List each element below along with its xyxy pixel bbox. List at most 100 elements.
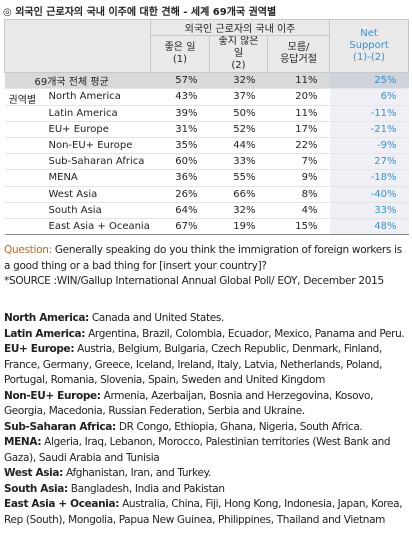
value-cell: 4% [267, 202, 330, 219]
value-cell: 32% [209, 202, 268, 219]
value-cell: 35% [150, 137, 210, 155]
definition: MENA: Algeria, Iraq, Lebanon, Morocco, P… [4, 435, 408, 466]
header-row: 외국인 근로자의 국내 이주 Net Support (1)-(2) [4, 18, 410, 74]
definition: West Asia: Afghanistan, Iran, and Turkey… [4, 466, 408, 482]
region-row: East Asia + Oceania 67% 19% 15% 48% [4, 218, 409, 236]
value-cell: 64% [150, 202, 210, 219]
notes: Question: Generally speaking do you thin… [4, 243, 408, 290]
question: Question: Generally speaking do you thin… [4, 243, 408, 274]
definition-name: Sub-Saharan Africa: [4, 420, 116, 433]
column-header: 좋지 않은 일 (2) [209, 35, 268, 74]
definition-text: Bangladesh, India and Pakistan [67, 482, 225, 495]
definition: EU+ Europe: Austria, Belgium, Bulgaria, … [4, 342, 408, 389]
title: ◎ 외국인 근로자의 국내 이주에 대한 견해 - 세계 69개국 권역별 [3, 7, 277, 18]
question-label: Question: [4, 244, 52, 256]
definition-text: Algeria, Iraq, Lebanon, Morocco, Palesti… [4, 436, 391, 464]
region-name: Sub-Saharan Africa [48, 156, 145, 168]
group-header: 외국인 근로자의 국내 이주 [149, 18, 331, 37]
region-row: Latin America 39% 50% 11% -11% [4, 105, 409, 122]
region-name: East Asia + Oceania [48, 220, 150, 232]
value-cell: 7% [267, 153, 330, 171]
definition-text: DR Congo, Ethiopia, Ghana, Nigeria, Sout… [115, 420, 363, 433]
region-group-label: 권역별 [8, 95, 37, 106]
definition-text: Afghanistan, Iran, and Turkey. [63, 467, 211, 479]
region-cell: 권역별 North America [4, 88, 151, 106]
definition: East Asia + Oceania: Australia, China, F… [4, 497, 408, 528]
region-row: EU+ Europe 31% 52% 17% -21% [4, 121, 409, 138]
region-cell: West Asia [4, 186, 151, 203]
region-row: MENA 36% 55% 9% -18% [4, 169, 409, 187]
net-cell: -11% [329, 105, 409, 122]
value-cell: 44% [209, 137, 268, 155]
region-cell: Non-EU+ Europe [4, 137, 151, 155]
region-name: West Asia [48, 188, 98, 200]
value-cell: 33% [209, 153, 268, 171]
average-row: 69개국 전체 평균 57% 32% 11% 25% [4, 72, 409, 90]
definition: Non-EU+ Europe: Armenia, Azerbaijan, Bos… [4, 389, 408, 420]
region-cell: EU+ Europe [4, 121, 151, 138]
region-cell: MENA [4, 169, 151, 187]
value-cell: 15% [267, 218, 330, 236]
net-cell: 33% [329, 202, 409, 219]
definition-text: Armenia, Azerbaijan, Bosnia and Herzegov… [4, 389, 374, 418]
table: 외국인 근로자의 국내 이주 Net Support (1)-(2) 좋은 일 … [4, 18, 410, 236]
value-cell: 20% [267, 88, 330, 106]
subheader-row: 좋은 일 (1) 좋지 않은 일 (2) 모름/ 응답거절 [5, 35, 409, 74]
region-name: Non-EU+ Europe [48, 140, 133, 152]
value-cell: 19% [209, 218, 268, 236]
value-cell: 57% [150, 72, 210, 90]
region-row: South Asia 64% 32% 4% 33% [4, 202, 409, 219]
value-cell: 67% [150, 218, 210, 236]
region-row: West Asia 26% 66% 8% -40% [4, 186, 409, 203]
average-label: 69개국 전체 평균 [4, 72, 151, 90]
value-cell: 8% [267, 186, 330, 203]
net-cell: -40% [329, 186, 409, 203]
value-cell: 43% [150, 88, 210, 106]
net-header: Net Support (1)-(2) [329, 18, 410, 74]
region-row: Non-EU+ Europe 35% 44% 22% -9% [4, 137, 409, 155]
net-cell: 6% [329, 88, 409, 106]
region-name: South Asia [48, 204, 102, 216]
value-cell: 39% [150, 105, 210, 122]
net-cell: 27% [329, 153, 409, 171]
definition-text: Argentina, Brazil, Colombia, Ecuador, Me… [85, 327, 405, 340]
net-cell: -21% [329, 121, 409, 138]
region-name: North America [48, 91, 121, 103]
region-row: Sub-Saharan Africa 60% 33% 7% 27% [4, 153, 409, 171]
value-cell: 11% [267, 105, 330, 122]
net-cell: -18% [329, 169, 409, 187]
definition: South Asia: Bangladesh, India and Pakist… [4, 482, 408, 498]
value-cell: 11% [267, 72, 330, 90]
column-header: 모름/ 응답거절 [266, 35, 331, 74]
region-cell: South Asia [4, 202, 151, 219]
value-cell: 26% [150, 186, 210, 203]
definition-name: MENA: [4, 436, 42, 448]
value-cell: 50% [209, 105, 268, 122]
value-cell: 37% [209, 88, 268, 106]
value-cell: 36% [150, 169, 210, 187]
value-cell: 9% [267, 169, 330, 187]
value-cell: 66% [209, 186, 268, 203]
definition-text: Canada and United States. [88, 312, 224, 324]
value-cell: 55% [209, 169, 268, 187]
definition-name: Non-EU+ Europe: [4, 389, 101, 402]
definition-name: EU+ Europe: [4, 343, 75, 355]
definition-name: Latin America: [4, 327, 86, 340]
definition-text: Australia, China, Fiji, Hong Kong, Indon… [4, 498, 403, 526]
net-cell: 25% [329, 72, 409, 90]
region-cell: Latin America [4, 105, 151, 122]
definition-name: East Asia + Oceania: [4, 498, 120, 510]
source: *SOURCE :WIN/Gallup International Annual… [4, 275, 384, 287]
region-name: EU+ Europe [48, 123, 109, 135]
definition: North America: Canada and United States. [4, 311, 408, 327]
definition-text: Austria, Belgium, Bulgaria, Czech Republ… [4, 343, 383, 386]
region-row: 권역별 North America 43% 37% 20% 6% [4, 88, 409, 106]
region-name: MENA [48, 172, 78, 184]
region-name: Latin America [48, 107, 118, 119]
column-header: 좋은 일 (1) [150, 35, 210, 74]
definition-name: South Asia: [4, 482, 68, 495]
region-cell: East Asia + Oceania [4, 218, 151, 236]
value-cell: 60% [150, 153, 210, 171]
corner-cell [4, 18, 151, 74]
